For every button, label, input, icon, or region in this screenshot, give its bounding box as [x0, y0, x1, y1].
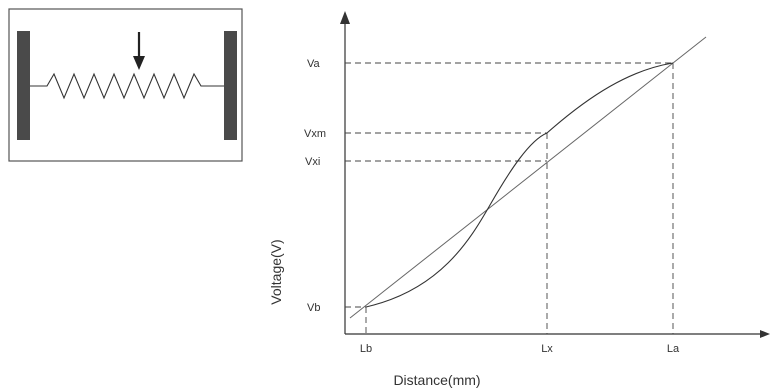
y-axis-title: Voltage(V)	[268, 239, 284, 304]
x-tick-lb: Lb	[360, 343, 372, 355]
wiper-arrow-down-icon	[133, 32, 145, 70]
terminal-bar-right-icon	[224, 31, 237, 140]
guide-lines	[345, 62, 674, 334]
y-tick-va: Va	[307, 58, 321, 70]
y-tick-vb: Vb	[307, 302, 320, 314]
y-tick-vxi: Vxi	[305, 156, 320, 168]
measured-nonlinear-curve	[365, 62, 674, 308]
y-axis-arrow-icon	[340, 11, 350, 24]
voltage-distance-graph: Va Vxm Vxi Vb Lb Lx La Distance(mm) Volt…	[268, 11, 770, 388]
resistor-zigzag-icon	[30, 72, 224, 100]
potentiometer-inset	[8, 8, 243, 162]
terminal-bar-left-icon	[17, 31, 30, 140]
inset-frame	[8, 8, 243, 162]
ideal-linear-line	[349, 36, 707, 319]
x-tick-la: La	[667, 343, 680, 355]
x-axis-title: Distance(mm)	[393, 372, 480, 388]
x-axis-arrow-icon	[760, 330, 770, 338]
y-tick-vxm: Vxm	[304, 128, 326, 140]
x-tick-lx: Lx	[541, 343, 553, 355]
